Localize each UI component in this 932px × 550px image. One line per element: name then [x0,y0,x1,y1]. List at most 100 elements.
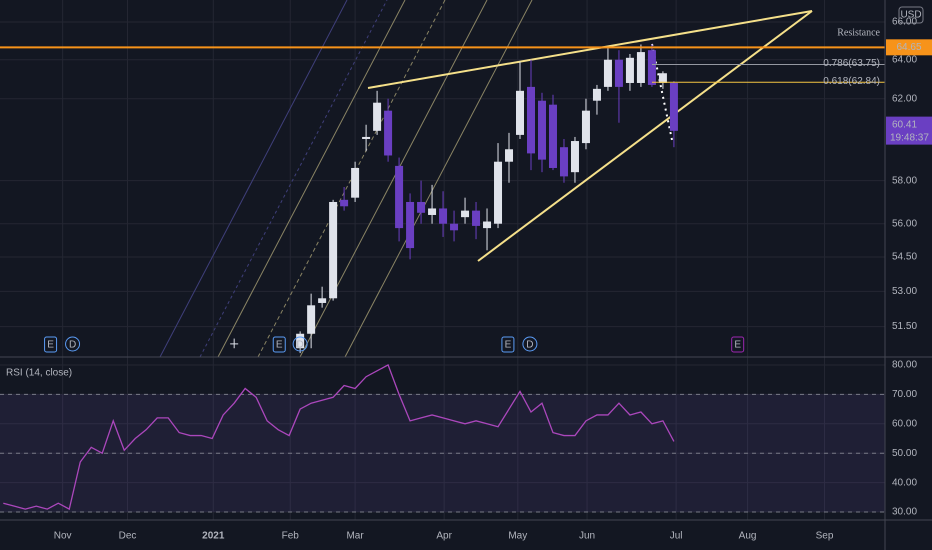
event-icon [65,336,81,352]
resistance-name: Resistance [837,28,880,39]
candle-body [439,208,448,224]
y-tick-label: 50.00 [892,448,917,459]
candle-body [494,161,503,224]
candle-body [592,88,601,101]
candle-body [505,149,514,162]
x-tick-label: 2021 [202,531,225,542]
y-tick-label: 56.00 [892,218,917,229]
y-tick-label: 60.00 [892,418,917,429]
event-icon [272,336,286,353]
candle-body [362,136,371,139]
x-tick-label: Nov [54,531,72,542]
currency-box [898,6,924,24]
drawings [159,0,813,358]
candle-body [483,221,492,229]
event-label: E [276,340,283,351]
event-label: D [69,340,76,351]
candle-body [472,210,481,226]
last-price: 60.41 [892,119,917,130]
labels: 51.50 53.00 54.50 56.00 58.00 62.00 64.00 66.00… [6,6,932,542]
pitchfork-line [217,0,406,358]
event-label: E [734,340,741,351]
pitchfork-line [199,0,388,358]
x-tick-label: Sep [816,531,834,542]
candle-body [559,147,568,177]
currency: USD [900,10,921,21]
pitchfork-line [344,0,533,358]
event-icon [44,336,58,353]
marks [0,44,885,511]
candle-body [669,82,678,131]
candle-body [230,343,239,345]
y-tick-label: 62.00 [892,93,917,104]
pitchfork-line [159,0,348,358]
y-tick-label: 66.00 [892,17,917,28]
candle-body [527,86,535,154]
candle-body [647,50,656,85]
candle-body [516,90,525,135]
projection [651,43,673,141]
candle-body [581,110,590,144]
wedge-upper [367,10,813,89]
x-tick-label: Jun [579,531,595,542]
event-icon [501,336,515,353]
candle-body [351,167,360,198]
candle-body [340,199,349,207]
candle-body [603,59,612,87]
y-tick-label: 40.00 [892,477,917,488]
event-label: D [526,340,533,351]
rsi-line [3,364,675,511]
grid [0,0,885,520]
event-icon [731,336,745,353]
event-label: D [297,340,304,351]
candle-body [318,298,327,303]
event-label: E [505,340,512,351]
y-tick-label: 58.00 [892,175,917,186]
y-tick-label: 53.00 [892,286,917,297]
fib-label: 0.618(62.84) [823,76,880,87]
candle-body [450,223,459,231]
wedge-lower [477,10,813,262]
candle-body [548,104,557,168]
y-tick-label: 54.50 [892,252,917,263]
y-tick-label: 70.00 [892,389,917,400]
x-tick-label: Feb [282,531,300,542]
y-tick-label: 30.00 [892,507,917,518]
candle-body [570,141,579,173]
candle-body [625,57,634,83]
y-tick-label: 51.50 [892,321,917,332]
x-tick-label: Mar [346,531,364,542]
resistance-badge [886,39,932,56]
rsi-title: RSI (14, close) [6,368,72,379]
event-icon [522,336,538,352]
event-icon [292,336,308,352]
candle-body [373,102,382,131]
candle-body [537,100,546,160]
event-label: E [47,340,54,351]
resistance-label: 64.65 [896,42,921,53]
candle-body [395,165,404,229]
x-tick-label: Apr [436,531,452,542]
x-tick-label: Aug [739,531,757,542]
candle-body [614,59,623,87]
y-tick-label: 64.00 [892,54,917,65]
candle-body [307,305,316,334]
candle-body [296,333,305,349]
candle-body [428,208,437,215]
countdown: 19:48:37 [890,132,929,143]
last-price-badge [886,116,932,145]
candle-body [658,73,667,83]
candle-body [417,201,426,213]
candle-body [461,210,470,218]
candle-body [636,52,645,83]
candle-body [406,201,415,249]
fib-label: 0.786(63.75) [823,58,880,69]
x-tick-label: Jul [670,531,683,542]
candle-body [384,110,393,156]
x-tick-label: May [508,531,527,542]
x-tick-label: Dec [119,531,137,542]
y-tick-label: 80.00 [892,360,917,371]
candle-body [329,201,338,299]
